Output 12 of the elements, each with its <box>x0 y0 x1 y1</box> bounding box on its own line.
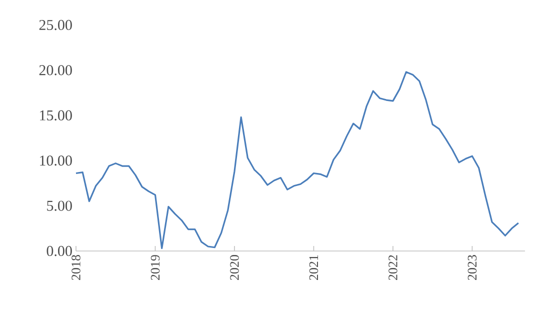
x-tick-label: 2019 <box>150 255 160 280</box>
y-tick-label: 5.00 <box>47 200 72 211</box>
y-tick-label: 25.00 <box>39 20 72 30</box>
y-tick-label: 0.00 <box>46 246 72 256</box>
x-tick-label: 2021 <box>309 255 318 280</box>
y-tick-label: 20.00 <box>39 65 72 76</box>
y-tick-label: 15.00 <box>40 110 72 121</box>
x-tick-label: 2022 <box>388 255 398 280</box>
x-tick-label: 2020 <box>230 255 239 280</box>
x-tick-label: 2018 <box>72 255 80 280</box>
x-tick-label: 2023 <box>468 255 477 280</box>
y-tick-label: 10.00 <box>40 156 72 166</box>
